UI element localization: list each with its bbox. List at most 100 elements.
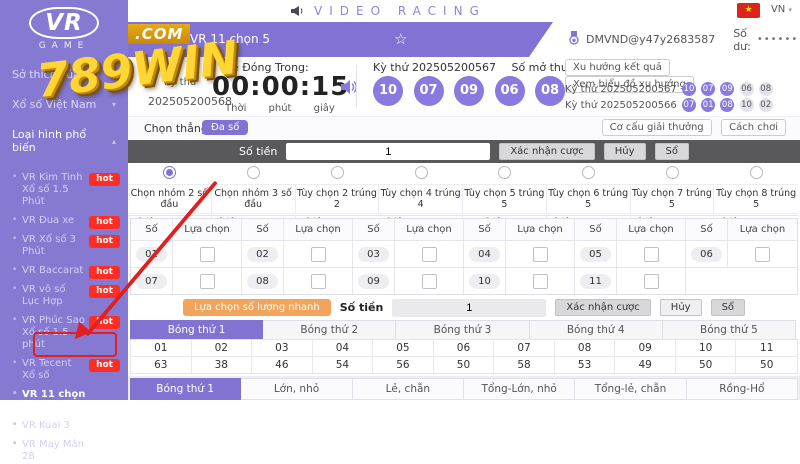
bet-type-radio[interactable] <box>498 166 512 179</box>
chevron-down-icon: ▾ <box>788 6 792 14</box>
bet-type-name[interactable]: Tùy chọn 6 trúng 5 <box>547 185 631 213</box>
quick-pick-button[interactable]: Lựa chọn số lượng nhanh <box>182 299 331 316</box>
amount-label: Số tiền <box>339 301 384 314</box>
sidebar-item-xo-so-3-phut[interactable]: VR Xổ số 3 Phút hot <box>12 233 120 259</box>
tab-ball-5[interactable]: Bóng thứ 5 <box>662 320 796 340</box>
balance-masked: •••••••••• <box>756 34 800 45</box>
language-selector[interactable]: VN ▾ <box>770 4 792 15</box>
sidebar-group-favorites[interactable]: Sở thích của tôi ▾ <box>12 68 116 81</box>
sidebar-item-dua-xe[interactable]: VR Đua xe hot <box>12 214 120 229</box>
book-button[interactable]: Sổ <box>654 143 689 160</box>
trend-chart-button[interactable]: Xem biểu đồ xu hướng <box>565 76 694 93</box>
stat-number[interactable]: 04 <box>312 340 374 357</box>
tab-dragon-tiger[interactable]: Rồng-Hổ <box>686 378 798 400</box>
bet-type-radio[interactable] <box>414 166 428 179</box>
number-checkbox[interactable] <box>421 246 437 262</box>
bet-type-radio[interactable] <box>665 166 679 179</box>
chevron-down-icon: ▾ <box>111 70 116 79</box>
stat-number[interactable]: 09 <box>615 340 676 357</box>
bet-type-name[interactable]: Chọn nhóm 3 số đầu <box>212 185 296 213</box>
sidebar-item-luc-hop[interactable]: VR vô số Lục Hợp hot <box>12 283 120 309</box>
tab-ball-1[interactable]: Bóng thứ 1 <box>130 320 264 340</box>
trend-results-button[interactable]: Xu hướng kết quả <box>565 59 670 76</box>
number-cell: 03 <box>358 246 389 262</box>
bet-type-radio[interactable] <box>749 166 763 179</box>
bet-type-selector: Chọn nhóm 2 số đầu Chọn nhóm 3 số đầu Tù… <box>128 163 798 242</box>
sidebar-item-kuai-3[interactable]: VR Kuai 3 <box>12 419 120 433</box>
number-checkbox[interactable] <box>421 273 437 289</box>
number-cell: 10 <box>469 273 500 289</box>
number-checkbox[interactable] <box>643 246 659 262</box>
game-title-banner: VR 11 chọn 5 ☆ <box>128 22 553 57</box>
book-button[interactable]: Sổ <box>710 299 746 316</box>
number-checkbox[interactable] <box>310 246 326 262</box>
stat-number[interactable]: 11 <box>736 340 797 357</box>
favorite-star-icon[interactable]: ☆ <box>394 30 408 48</box>
number-cell: 02 <box>247 246 278 262</box>
number-stats-table: 01 02 03 04 05 06 07 08 09 10 11 63 38 4… <box>130 339 798 374</box>
amount-input[interactable] <box>286 143 491 160</box>
tab-ball-1-bottom[interactable]: Bóng thứ 1 <box>130 378 242 400</box>
balance-label: Số dư: <box>733 26 751 53</box>
bet-type-name[interactable]: Tùy chọn 7 trúng 5 <box>631 185 715 213</box>
draw-panel: Kỳ thứ 202505200568 Sẽ Đóng Trong: 00:00… <box>128 57 800 116</box>
bet-type-radio[interactable] <box>247 166 261 179</box>
multi-mode-button[interactable]: Đa số <box>202 120 249 135</box>
bet-type-radio[interactable] <box>330 166 344 179</box>
number-checkbox[interactable] <box>199 246 215 262</box>
sidebar-item-may-man-28[interactable]: VR May Mắn 28 <box>12 438 120 464</box>
sidebar-item-baccarat[interactable]: VR Baccarat hot <box>12 264 120 279</box>
ball-position-tabs: Bóng thứ 1 Bóng thứ 2 Bóng thứ 3 Bóng th… <box>130 320 796 340</box>
number-checkbox[interactable] <box>199 273 215 289</box>
number-checkbox[interactable] <box>643 273 659 289</box>
number-checkbox[interactable] <box>532 246 548 262</box>
stat-number[interactable]: 06 <box>433 340 495 357</box>
stat-number[interactable]: 08 <box>554 340 616 357</box>
cancel-button[interactable]: Hủy <box>603 143 646 160</box>
col-header-pick: Lựa chọn <box>395 219 464 241</box>
tab-ball-3[interactable]: Bóng thứ 3 <box>396 320 530 340</box>
hot-badge: hot <box>89 285 120 298</box>
hot-badge: hot <box>89 316 120 329</box>
stat-number[interactable]: 10 <box>675 340 737 357</box>
sidebar-item-11-chon-5[interactable]: VR 11 chọn 5 <box>12 388 120 414</box>
chevron-up-icon: ▴ <box>111 136 116 146</box>
bet-type-name[interactable]: Chọn nhóm 2 số đầu <box>128 185 212 213</box>
number-cell: 09 <box>358 273 389 289</box>
how-to-play-button[interactable]: Cách chơi <box>721 119 786 136</box>
bet-type-name[interactable]: Tùy chọn 5 trúng 5 <box>463 185 547 213</box>
bet-type-radio[interactable] <box>163 166 177 179</box>
tab-odd-even[interactable]: Lẻ, chẵn <box>352 378 464 400</box>
tab-big-small[interactable]: Lớn, nhỏ <box>241 378 353 400</box>
stat-number[interactable]: 03 <box>252 340 313 357</box>
quick-amount-input[interactable] <box>392 298 547 317</box>
stat-number[interactable]: 01 <box>131 340 192 357</box>
stat-number[interactable]: 05 <box>373 340 434 357</box>
drawn-ball: 10 <box>373 76 403 106</box>
sidebar-group-popular[interactable]: Loại hình phổ biến ▴ <box>12 128 116 154</box>
number-checkbox[interactable] <box>755 246 770 262</box>
confirm-bet-button[interactable]: Xác nhận cược <box>555 299 651 316</box>
confirm-bet-button[interactable]: Xác nhận cược <box>499 143 595 160</box>
prize-structure-button[interactable]: Cơ cấu giải thưởng <box>601 119 712 136</box>
bet-type-name[interactable]: Tùy chọn 8 trúng 5 <box>716 188 797 210</box>
tab-sum-odd-even[interactable]: Tổng-lẻ, chẵn <box>575 378 687 400</box>
tab-ball-2[interactable]: Bóng thứ 2 <box>263 320 397 340</box>
sidebar-item-kim-tinh[interactable]: VR Kim Tinh Xổ số 1.5 Phút hot <box>12 171 120 209</box>
tab-sum-big-small[interactable]: Tổng-Lớn, nhỏ <box>464 378 576 400</box>
sidebar-group-vietnam-lottery[interactable]: Xổ số Việt Nam ▾ <box>12 98 116 111</box>
stat-count: 49 <box>615 357 676 373</box>
stat-number[interactable]: 07 <box>494 340 555 357</box>
bet-type-radio[interactable] <box>582 166 596 179</box>
cancel-button[interactable]: Hủy <box>659 299 702 316</box>
bet-type-name[interactable]: Tùy chọn 4 trúng 4 <box>379 185 463 213</box>
brand-logo: VR GAME <box>0 0 128 58</box>
col-header-number: Số <box>131 219 173 241</box>
tab-ball-4[interactable]: Bóng thứ 4 <box>529 320 663 340</box>
sidebar-item-tecent[interactable]: VR Tecent Xổ số hot <box>12 357 120 383</box>
number-cell: 07 <box>136 273 167 289</box>
bet-type-name[interactable]: Tùy chọn 2 trúng 2 <box>296 185 380 213</box>
stat-number[interactable]: 02 <box>191 340 253 357</box>
number-checkbox[interactable] <box>532 273 548 289</box>
number-checkbox[interactable] <box>310 273 326 289</box>
